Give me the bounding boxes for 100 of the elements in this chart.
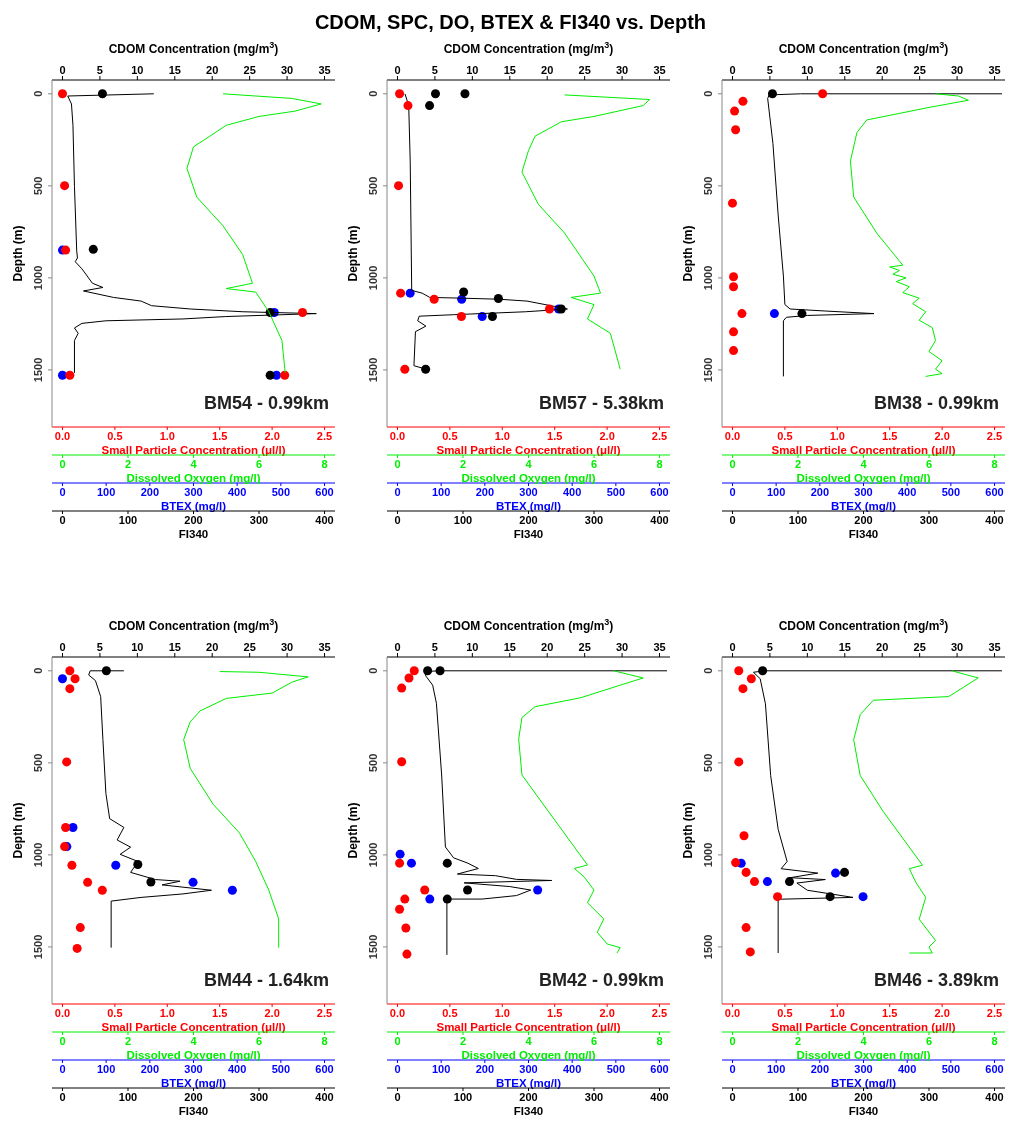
- x-tick-label: 600: [985, 485, 1004, 498]
- y-tick-label: 1000: [32, 265, 44, 291]
- x-tick-label: 400: [897, 485, 917, 498]
- x-tick-label: 300: [854, 1062, 873, 1075]
- x-axis-title: BTEX (mg/l): [160, 500, 227, 512]
- point: [111, 860, 121, 870]
- x-tick-label: 8: [656, 1034, 663, 1047]
- x2-tick-label: 30: [950, 64, 964, 76]
- point: [734, 757, 744, 767]
- x-axis-title: BTEX (mg/l): [495, 500, 562, 512]
- x-axis-title: Small Particle Concentration (μl/l): [771, 1021, 956, 1033]
- x-tick-label: 2.5: [651, 1006, 668, 1019]
- point: [409, 666, 419, 676]
- point: [749, 877, 760, 887]
- x2-tick-label: 15: [503, 641, 516, 653]
- point: [818, 89, 828, 99]
- point: [762, 877, 772, 887]
- x2-tick-label: 35: [988, 64, 1001, 76]
- x-tick-label: 0.0: [54, 429, 71, 442]
- x-axis-title: FI340: [513, 528, 544, 540]
- x2-tick-label: 25: [913, 641, 926, 653]
- x2-tick-label: 20: [541, 641, 554, 653]
- x-tick-label: 300: [854, 485, 873, 498]
- point: [60, 181, 70, 191]
- x-tick-label: 8: [991, 1034, 998, 1047]
- x-tick-label: 0.0: [54, 1006, 71, 1019]
- x-tick-label: 300: [519, 485, 538, 498]
- x-tick-label: 0.5: [777, 429, 793, 442]
- point: [65, 370, 75, 380]
- x-tick-label: 300: [919, 513, 939, 526]
- y-tick-label: 0: [32, 90, 44, 97]
- x-tick-label: 100: [118, 1090, 138, 1103]
- point: [731, 858, 741, 868]
- y-tick-label: 1500: [32, 357, 44, 383]
- x-tick-label: 0.5: [442, 429, 458, 442]
- x2-tick-label: 5: [431, 64, 438, 76]
- x-tick-label: 6: [590, 1034, 598, 1047]
- point: [65, 666, 75, 676]
- y-tick-label: 500: [32, 753, 44, 773]
- x2-tick-label: 25: [243, 64, 256, 76]
- point: [400, 894, 410, 904]
- x-tick-label: 600: [315, 485, 334, 498]
- x-tick-label: 400: [315, 513, 334, 526]
- x-tick-label: 300: [249, 1090, 269, 1103]
- x-tick-label: 2.5: [651, 429, 668, 442]
- x-tick-label: 6: [255, 457, 263, 470]
- x2-axis-title: CDOM Concentration (mg/m$^{3}$): [778, 617, 949, 633]
- x-axis-title: Small Particle Concentration (μl/l): [101, 444, 286, 456]
- x-tick-label: 500: [271, 1062, 291, 1075]
- x-tick-label: 4: [190, 1034, 198, 1047]
- point: [280, 370, 290, 380]
- x-axis-title: FI340: [178, 1105, 209, 1117]
- x-tick-label: 200: [810, 485, 830, 498]
- point: [456, 312, 466, 322]
- x-tick-label: 400: [650, 513, 669, 526]
- y-tick-label: 500: [702, 176, 714, 196]
- x2-tick-label: 10: [131, 64, 144, 76]
- x-tick-label: 2.5: [986, 1006, 1003, 1019]
- point: [72, 943, 82, 953]
- y-tick-label: 500: [367, 753, 379, 773]
- x2-tick-label: 0: [729, 64, 736, 76]
- x-tick-label: 0: [59, 485, 66, 498]
- x-axis-title: Small Particle Concentration (μl/l): [771, 444, 956, 456]
- point: [401, 923, 411, 933]
- y-tick-label: 0: [702, 667, 714, 674]
- point: [188, 877, 198, 887]
- point: [731, 125, 741, 135]
- x2-tick-label: 25: [578, 64, 591, 76]
- x-tick-label: 300: [919, 1090, 939, 1103]
- x2-tick-label: 35: [318, 64, 331, 76]
- x-tick-label: 400: [650, 1090, 669, 1103]
- point: [442, 858, 452, 868]
- y-axis-title: Depth (m): [346, 802, 360, 859]
- point: [729, 272, 739, 282]
- x-tick-label: 400: [227, 1062, 247, 1075]
- x-tick-label: 0.0: [389, 429, 406, 442]
- x-axis-title: Small Particle Concentration (μl/l): [101, 1021, 286, 1033]
- x-tick-label: 100: [788, 1090, 808, 1103]
- x-tick-label: 0: [729, 1062, 736, 1075]
- point: [395, 849, 405, 859]
- x-axis-title: BTEX (mg/l): [830, 500, 897, 512]
- point: [741, 923, 751, 933]
- y-tick-label: 500: [367, 176, 379, 196]
- point: [400, 364, 410, 374]
- x2-tick-label: 0: [59, 64, 66, 76]
- point: [746, 674, 756, 684]
- x-axis-title: Dissolved Oxygen (mg/l): [796, 1049, 931, 1061]
- x2-tick-label: 30: [280, 641, 294, 653]
- x-tick-label: 600: [650, 1062, 669, 1075]
- y-tick-label: 1500: [702, 934, 714, 960]
- x-tick-label: 300: [519, 1062, 538, 1075]
- x-tick-label: 2.5: [986, 429, 1003, 442]
- x-tick-label: 1.0: [494, 429, 510, 442]
- x-tick-label: 300: [249, 513, 269, 526]
- x-tick-label: 1.5: [547, 1006, 563, 1019]
- point: [727, 198, 737, 208]
- x-tick-label: 6: [925, 457, 933, 470]
- chart-title: CDOM, SPC, DO, BTEX & FI340 vs. Depth: [313, 10, 708, 35]
- point: [739, 831, 749, 841]
- point: [394, 181, 404, 191]
